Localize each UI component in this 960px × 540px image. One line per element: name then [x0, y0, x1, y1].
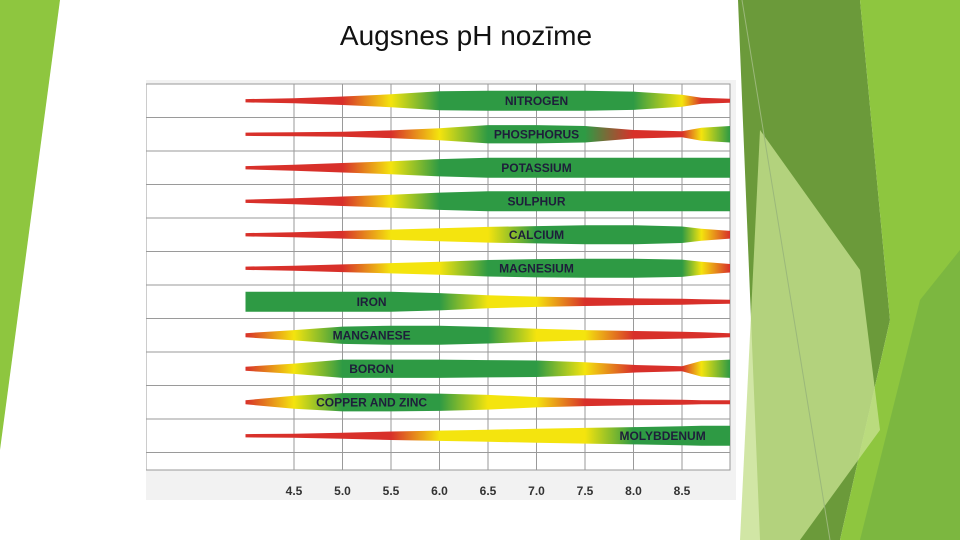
band-label: MAGNESIUM: [499, 261, 574, 275]
nutrient-ph-chart: NITROGEN PHOSPHORUS POTASSIUM SULPHUR CALCIU…: [146, 80, 736, 500]
band-sulphur: [245, 191, 730, 212]
chart-svg: NITROGEN PHOSPHORUS POTASSIUM SULPHUR CALCIU…: [146, 83, 731, 498]
band-boron: [245, 359, 730, 378]
band-label: POTASSIUM: [501, 161, 571, 175]
band-calcium: [245, 225, 730, 245]
band-magnesium: [245, 258, 730, 278]
x-tick-label: 8.5: [674, 484, 691, 498]
x-tick-label: 8.0: [625, 484, 642, 498]
decor-left-strip: [0, 0, 60, 450]
band-label: SULPHUR: [507, 194, 565, 208]
decor-right-band-mid: [860, 250, 960, 540]
band-nitrogen: [245, 90, 730, 111]
x-tick-label: 4.5: [286, 484, 303, 498]
x-tick-label: 5.0: [334, 484, 351, 498]
band-phosphorus: [245, 125, 730, 144]
x-tick-label: 7.5: [577, 484, 594, 498]
band-label: MOLYBDENUM: [619, 429, 705, 443]
x-tick-label: 7.0: [528, 484, 545, 498]
band-label: COPPER AND ZINC: [316, 395, 427, 409]
band-label: MANGANESE: [333, 328, 411, 342]
x-tick-label: 6.5: [480, 484, 497, 498]
band-iron: [245, 291, 730, 312]
band-potassium: [245, 157, 730, 178]
band-molybdenum: [245, 425, 730, 446]
x-tick-label: 5.5: [383, 484, 400, 498]
decor-line: [741, 0, 831, 540]
band-label: BORON: [349, 362, 394, 376]
nutrient-bands: NITROGEN PHOSPHORUS POTASSIUM SULPHUR CALCIU…: [245, 90, 730, 446]
decor-right-band-pale: [740, 130, 880, 540]
x-axis-ticks: 4.5 5.0 5.5 6.0 6.5 7.0 7.5 8.0 8.5: [286, 484, 691, 498]
x-tick-label: 6.0: [431, 484, 448, 498]
band-manganese: [245, 325, 730, 345]
band-label: PHOSPHORUS: [494, 127, 579, 141]
band-label: IRON: [357, 295, 387, 309]
slide-title: Augsnes pH nozīme: [339, 20, 593, 51]
band-label: CALCIUM: [509, 228, 564, 242]
band-copper-and-zinc: [245, 393, 730, 412]
band-label: NITROGEN: [505, 94, 568, 108]
